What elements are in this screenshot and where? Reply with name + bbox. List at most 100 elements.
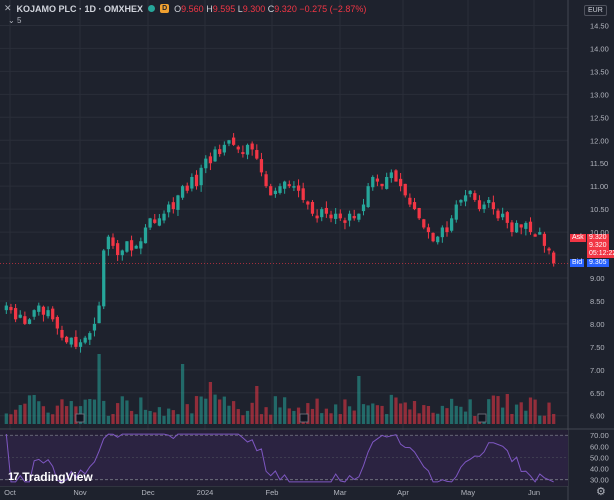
candle-body [64,336,69,343]
candle-body [380,183,384,187]
currency-badge[interactable]: EUR [584,5,607,16]
candle-body [375,178,380,182]
volume-bar [394,397,398,424]
volume-bar [292,410,296,424]
volume-bar [111,414,115,424]
indicator-toggle[interactable]: ⌄ 5 [8,16,22,25]
volume-bar [125,400,129,424]
volume-bar [69,401,73,424]
price-axis: 14.50 14.00 13.50 13.00 12.50 12.00 11.50 11.00… [590,21,609,420]
candle-body [245,144,250,155]
candle-body [269,186,273,196]
volume-bar [510,413,514,424]
candle-body [301,188,305,200]
volume-bar [552,413,556,424]
candle-body [524,222,528,229]
candle-body [37,305,41,312]
volume-bar [116,403,120,424]
candle-body [125,241,129,252]
chevron-down-icon: ⌄ [8,16,15,25]
candle-body [180,186,185,198]
candle-body [218,149,222,155]
volume-bar [320,413,324,424]
volume-bar [255,386,259,424]
candle-body [88,333,92,340]
volume-bar [468,399,472,424]
candle-body [69,337,73,345]
volume-bar [92,399,97,424]
price-tick-label: 13.00 [590,90,609,99]
rsi-tick-label: 30.00 [590,476,609,485]
volume-bar [9,414,13,424]
volume-bar [310,408,315,424]
volume-bar [324,408,329,424]
candle-body [185,185,189,191]
volume-bar [143,409,148,424]
candle-body [528,221,533,233]
time-tick-label: Feb [266,488,279,497]
event-marker [75,413,85,423]
volume-bar [199,396,203,424]
candle-body [398,178,403,187]
candle-body [9,306,13,311]
volume-bar [417,413,421,424]
candle-body [23,316,27,324]
price-tick-label: 7.00 [590,366,605,375]
candle-body [334,213,338,219]
candle-body [361,204,366,212]
ask-value: 9.320 [587,234,609,242]
volume-bar [366,405,370,424]
price-tick-label: 11.50 [590,159,608,168]
d-badge[interactable]: D [160,4,170,13]
candle-body [357,213,361,220]
time-tick-label: Apr [397,488,409,497]
volume-bar [371,403,375,424]
volume-bar [315,398,319,424]
volume-bar [148,410,152,424]
volume-bar [167,408,171,424]
candle-body [338,213,342,219]
candle-body [102,250,106,307]
last-price-label: 9.320 [587,242,609,250]
close-icon[interactable]: ✕ [4,3,12,13]
candle-body [162,213,166,221]
volume-bar [46,412,50,424]
volume-bar [231,401,236,424]
symbol-title[interactable]: KOJAMO PLC · 1D · OMXHEX [16,3,144,14]
volume-bar [190,413,194,424]
candle-body [106,236,110,250]
volume-bar [157,407,162,424]
volume-bar [389,394,393,424]
volume-bar [227,405,231,424]
tradingview-logo[interactable]: 17 TradingView [8,470,93,484]
volume-bar [533,399,537,424]
event-marker [299,413,309,423]
price-tick-label: 8.00 [590,320,605,329]
candle-body [514,222,519,233]
candle-body [352,215,356,219]
candle-body [97,305,101,324]
candle-body [412,202,417,210]
gear-icon[interactable]: ⚙ [596,486,606,498]
volume-bar [491,395,496,424]
candle-body [60,329,64,338]
candle-body [296,185,301,191]
volume-bar [97,354,101,424]
volume-bar [412,401,417,424]
price-tick-label: 9.00 [590,274,605,283]
price-tick-label: 14.50 [590,21,609,30]
candle-body [477,200,482,210]
volume-bar [60,399,64,424]
volume-bar [380,405,384,424]
candle-body [167,204,171,213]
candle-body [482,204,486,210]
tradingview-logo-icon: 17 [8,471,19,483]
volume-bar [278,407,282,424]
volume-bar [171,410,175,424]
volume-bar [236,409,240,424]
price-tick-label: 7.50 [590,343,605,352]
time-tick-label: May [461,488,475,497]
bar-countdown: 05:12:22 [587,250,614,258]
candlestick-series [4,133,556,353]
